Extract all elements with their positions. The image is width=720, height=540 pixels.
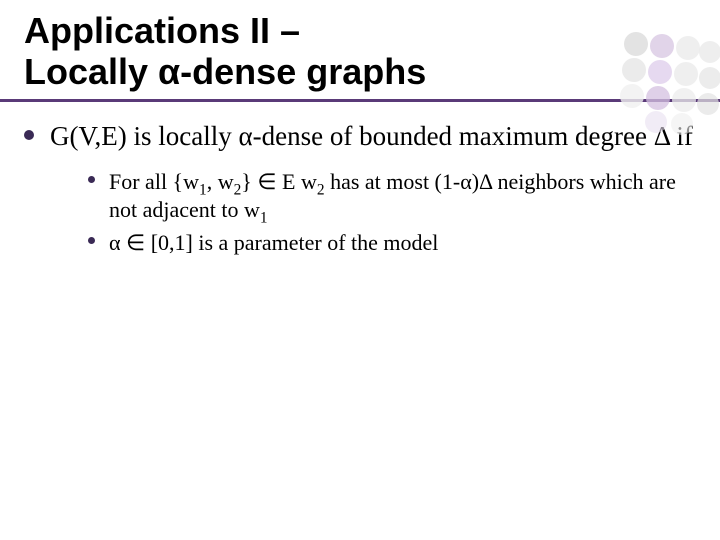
bubble-icon [645, 111, 667, 133]
bubble-icon [648, 60, 672, 84]
bubble-icon [620, 84, 644, 108]
bullet-dot-icon [24, 130, 34, 140]
title-line-2: Locally α-dense graphs [24, 51, 426, 92]
bubble-icon [671, 113, 693, 135]
title-line-1: Applications II – [24, 10, 300, 51]
bubble-icon [672, 88, 696, 112]
bubble-icon [622, 58, 646, 82]
bullet-dot-icon [88, 176, 95, 183]
slide-title: Applications II – Locally α-dense graphs [0, 0, 720, 102]
bullet-level-1: G(V,E) is locally α-dense of bounded max… [24, 120, 696, 152]
bubble-icon [624, 32, 648, 56]
bubble-icon [697, 93, 719, 115]
bubble-icon [699, 67, 720, 89]
bubble-icon [674, 62, 698, 86]
bubble-icon [699, 41, 720, 63]
slide: Applications II – Locally α-dense graphs… [0, 0, 720, 540]
bubble-icon [676, 36, 700, 60]
bubble-icon [646, 86, 670, 110]
bullet-level-2-text: α ∈ [0,1] is a parameter of the model [109, 229, 438, 257]
bullet-level-2: α ∈ [0,1] is a parameter of the model [88, 229, 696, 257]
bullet-level-1-text: G(V,E) is locally α-dense of bounded max… [50, 120, 693, 152]
bubble-icon [650, 34, 674, 58]
slide-body: G(V,E) is locally α-dense of bounded max… [0, 102, 720, 257]
bullet-level-2: For all {w1, w2} ∈ E w2 has at most (1-α… [88, 168, 696, 223]
bullet-level-2-list: For all {w1, w2} ∈ E w2 has at most (1-α… [24, 162, 696, 257]
bullet-level-2-text: For all {w1, w2} ∈ E w2 has at most (1-α… [109, 168, 696, 223]
bullet-dot-icon [88, 237, 95, 244]
